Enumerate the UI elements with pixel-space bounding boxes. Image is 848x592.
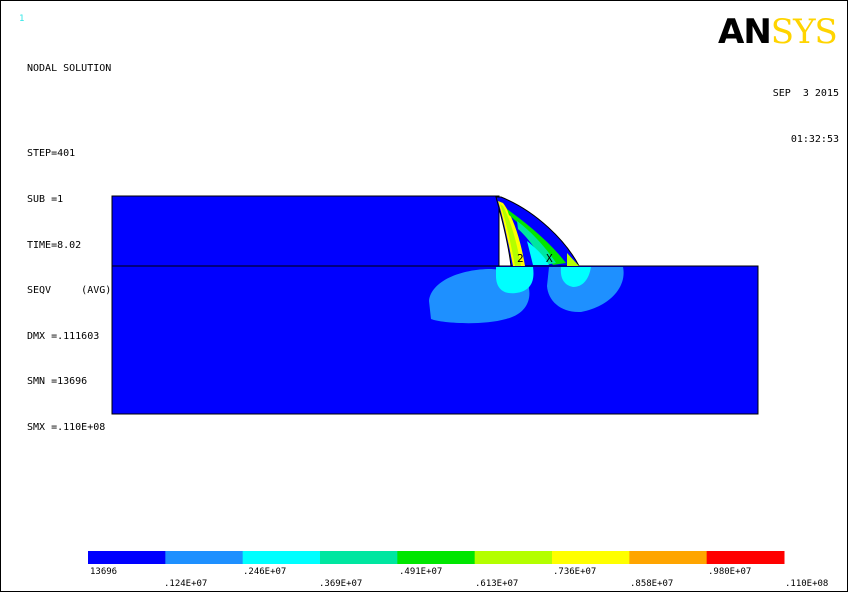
legend-label: .246E+07	[243, 567, 287, 577]
time-label: TIME=8.02	[27, 239, 82, 251]
smn-label: SMN =13696	[27, 376, 88, 388]
legend-swatch	[320, 551, 398, 564]
legend-label: .110E+08	[785, 579, 829, 589]
legend-label: .736E+07	[553, 567, 597, 577]
legend-swatch	[629, 551, 708, 564]
flank-tip	[567, 253, 579, 266]
legend-label: .369E+07	[319, 579, 363, 589]
substep-label: SUB =1	[27, 194, 64, 206]
upper-plate	[111, 195, 500, 267]
legend-label: .980E+07	[708, 567, 752, 577]
legend-swatch	[552, 551, 630, 564]
flank-band-cyan	[527, 241, 549, 265]
legend-label: .124E+07	[164, 579, 208, 589]
legend-swatch	[397, 551, 476, 564]
window-number: 1	[19, 14, 25, 24]
legend-label: .613E+07	[475, 579, 519, 589]
time-stamp: 01:32:53	[790, 134, 839, 146]
legend-label: .858E+07	[630, 579, 674, 589]
date-time: SEP 3 2015 01:32:53	[773, 56, 839, 178]
step-label: STEP=401	[27, 148, 76, 160]
ansys-logo: ANSYS	[718, 12, 838, 52]
result-item-label: SEQV (AVG)	[27, 285, 112, 297]
legend-label: .491E+07	[399, 567, 443, 577]
flank-band-lime	[500, 204, 521, 266]
flank-band-green	[507, 209, 566, 265]
date-label: SEP 3 2015	[772, 88, 839, 100]
legend-color-bar	[88, 551, 785, 564]
max-marker: X	[546, 252, 553, 265]
legend-swatch	[706, 551, 785, 564]
min-marker: 2	[517, 252, 524, 265]
result-info: NODAL SOLUTION STEP=401 SUB =1 TIME=8.02…	[27, 31, 111, 466]
stress-region-left-core	[496, 267, 534, 294]
legend-swatch	[474, 551, 553, 564]
flank-band-teal	[517, 221, 556, 265]
legend-swatch	[242, 551, 321, 564]
stress-region-right-core	[560, 267, 591, 287]
dmx-label: DMX =.111603	[27, 330, 100, 342]
legend-swatch	[88, 551, 166, 564]
result-title: NODAL SOLUTION	[27, 63, 112, 75]
smx-label: SMX =.110E+08	[27, 422, 106, 434]
legend-label: 13696	[90, 567, 118, 577]
legend-swatch	[165, 551, 244, 564]
